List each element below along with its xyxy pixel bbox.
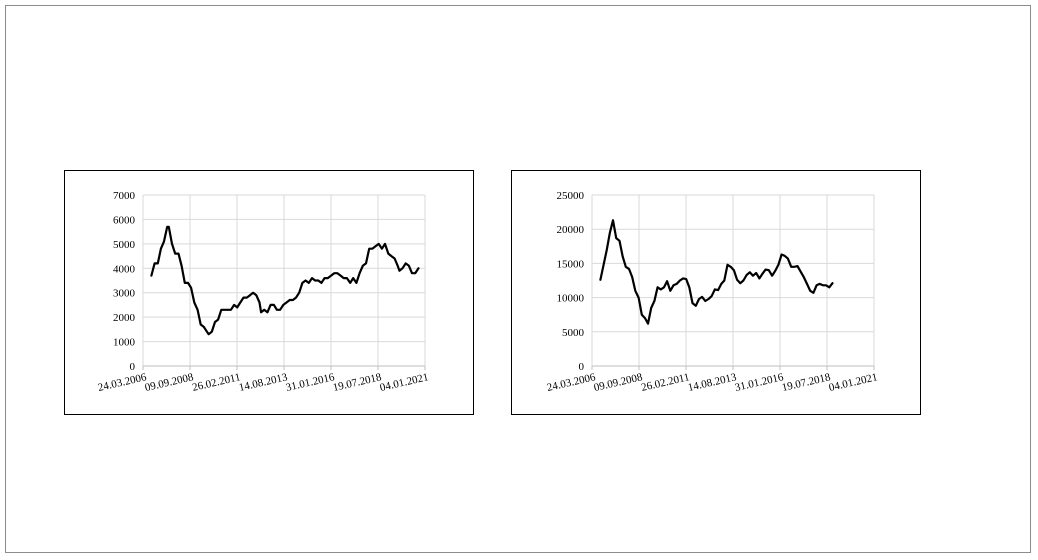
right-x-tick-label: 31.01.2016 [734, 371, 785, 394]
left-x-tick-label: 26.02.2011 [191, 371, 242, 394]
right-y-tick-label: 10000 [557, 293, 585, 305]
line-chart-left: 0 1000 2000 3000 4000 5000 6000 7000 24.03.2006 0… [64, 170, 474, 415]
right-y-tick-label: 5000 [562, 327, 585, 339]
right-x-tick-label: 24.03.2006 [546, 371, 597, 394]
left-y-tick-label: 7000 [113, 190, 136, 202]
left-x-tick-label: 19.07.2018 [332, 371, 383, 394]
right-x-tick-label: 04.01.2021 [828, 371, 879, 394]
right-y-tick-label: 25000 [557, 190, 585, 202]
right-series-line [599, 219, 834, 325]
right-y-tick-label: 0 [579, 361, 585, 373]
right-x-tick-label: 09.09.2008 [593, 371, 644, 394]
left-y-tick-label: 6000 [113, 214, 136, 226]
right-x-tick-label: 14.08.2013 [687, 371, 738, 394]
left-y-tick-label: 4000 [113, 263, 136, 275]
left-x-tick-label: 14.08.2013 [238, 371, 289, 394]
line-chart-right-plot: 0 5000 10000 15000 20000 25000 24.03.200609.09… [546, 190, 879, 394]
left-y-tick-label: 3000 [113, 288, 136, 300]
line-chart-right: 0 5000 10000 15000 20000 25000 24.03.2006 09.09… [511, 170, 921, 415]
left-y-tick-label: 0 [130, 361, 136, 373]
right-y-tick-label: 15000 [557, 258, 585, 270]
left-x-tick-label: 04.01.2021 [379, 371, 430, 394]
left-x-tick-label: 24.03.2006 [97, 371, 148, 394]
left-series-line [150, 225, 420, 336]
right-x-tick-label: 26.02.2011 [640, 371, 691, 394]
left-x-tick-label: 09.09.2008 [144, 371, 195, 394]
right-x-tick-label: 19.07.2018 [781, 371, 832, 394]
right-y-tick-label: 20000 [557, 224, 585, 236]
left-y-tick-label: 2000 [113, 312, 136, 324]
left-x-tick-label: 31.01.2016 [285, 371, 336, 394]
left-y-tick-label: 1000 [113, 337, 136, 349]
line-chart-left-plot: 0100020003000400050006000700024.03.20060… [97, 190, 430, 394]
left-y-tick-label: 5000 [113, 239, 136, 251]
